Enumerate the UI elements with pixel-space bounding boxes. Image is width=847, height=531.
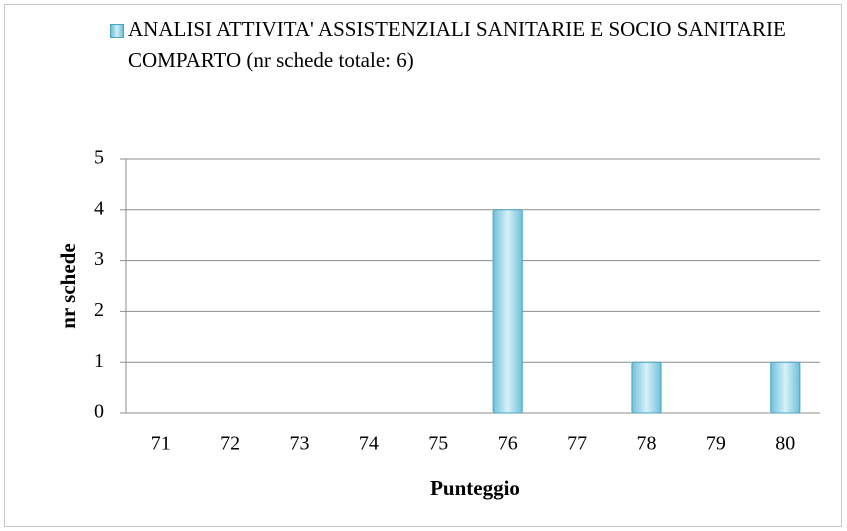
x-tick-label: 79 [706,433,726,455]
x-tick-label: 71 [151,433,171,455]
x-tick-label: 78 [637,433,657,455]
chart-frame [4,4,842,527]
x-tick-label: 75 [428,433,448,455]
x-tick-label: 80 [775,433,795,455]
bar [492,209,523,414]
y-tick-label: 0 [94,401,104,423]
x-axis-title: Punteggio [430,476,520,500]
legend-label: ANALISI ATTIVITA' ASSISTENZIALI SANITARI… [128,17,786,72]
x-tick-label: 73 [290,433,310,455]
x-tick-label: 77 [567,433,587,455]
y-tick-label: 3 [94,248,104,270]
y-tick-label: 1 [94,350,104,372]
x-tick-label: 74 [359,433,379,455]
legend-swatch [110,24,124,38]
y-tick-label: 2 [94,299,104,321]
y-tick-label: 4 [94,197,104,219]
x-tick-label: 72 [220,433,240,455]
legend: ANALISI ATTIVITA' ASSISTENZIALI SANITARI… [110,14,810,76]
bar [631,361,662,414]
bar [770,361,801,414]
y-tick-label: 5 [94,147,104,169]
y-axis-title: nr schede [56,243,80,328]
x-tick-label: 76 [498,433,518,455]
